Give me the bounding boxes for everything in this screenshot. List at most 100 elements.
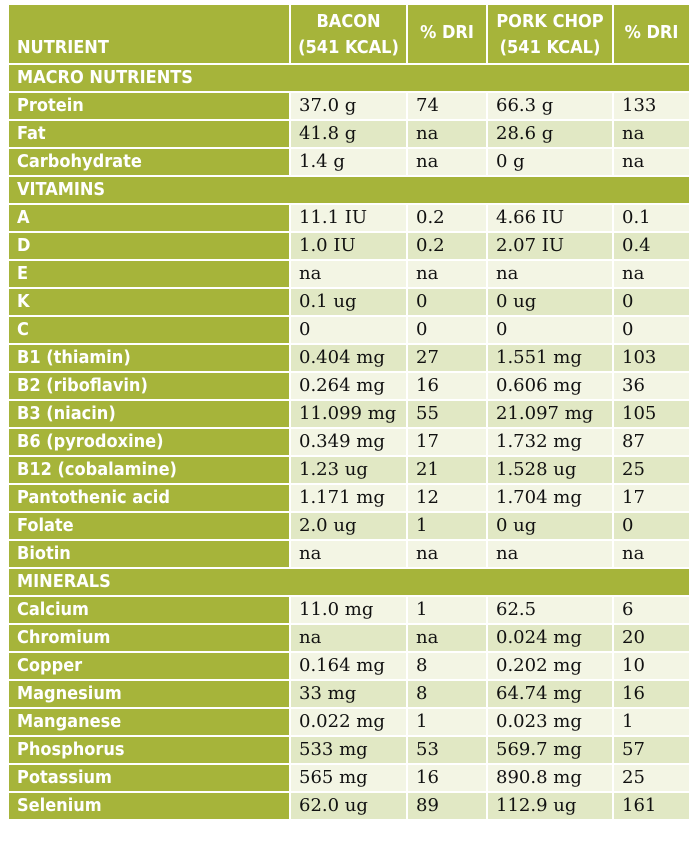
bacon-dri: na — [406, 259, 488, 289]
bacon-dri: 17 — [406, 427, 488, 457]
table-row: Carbohydrate 1.4 g na 0 g na — [7, 147, 691, 177]
bacon-amount: 0.1 ug — [289, 287, 408, 317]
bacon-amount: 11.0 mg — [289, 595, 408, 625]
nutrient-name: Copper — [7, 651, 291, 681]
bacon-dri: 1 — [406, 707, 488, 737]
pork-dri: 17 — [612, 483, 691, 513]
section-title: VITAMINS — [7, 175, 691, 205]
section-title: MACRO NUTRIENTS — [7, 63, 691, 93]
table-row: A 11.1 IU 0.2 4.66 IU 0.1 — [7, 203, 691, 233]
pork-dri: 57 — [612, 735, 691, 765]
bacon-dri: na — [406, 623, 488, 653]
header-dri-bacon: % DRI — [406, 3, 488, 65]
table-row: Manganese 0.022 mg 1 0.023 mg 1 — [7, 707, 691, 737]
pork-amount: 890.8 mg — [486, 763, 614, 793]
table-row: B6 (pyrodoxine) 0.349 mg 17 1.732 mg 87 — [7, 427, 691, 457]
bacon-amount: na — [289, 623, 408, 653]
nutrient-name: B12 (cobalamine) — [7, 455, 291, 485]
pork-amount: 1.704 mg — [486, 483, 614, 513]
header-bacon-kcal: (541 KCAL) — [298, 37, 399, 58]
bacon-dri: na — [406, 539, 488, 569]
pork-dri: na — [612, 119, 691, 149]
pork-amount: 21.097 mg — [486, 399, 614, 429]
pork-dri: na — [612, 259, 691, 289]
pork-dri: 16 — [612, 679, 691, 709]
nutrient-name: D — [7, 231, 291, 261]
nutrient-name: E — [7, 259, 291, 289]
nutrient-name: Fat — [7, 119, 291, 149]
pork-dri: 105 — [612, 399, 691, 429]
section-header-row: MINERALS — [7, 567, 691, 597]
table-row: Chromium na na 0.024 mg 20 — [7, 623, 691, 653]
table-row: Folate 2.0 ug 1 0 ug 0 — [7, 511, 691, 541]
pork-amount: 0.606 mg — [486, 371, 614, 401]
bacon-amount: 41.8 g — [289, 119, 408, 149]
pork-amount: 0 — [486, 315, 614, 345]
section-title: MINERALS — [7, 567, 691, 597]
bacon-dri: 8 — [406, 651, 488, 681]
bacon-dri: 12 — [406, 483, 488, 513]
table-body: MACRO NUTRIENTS Protein 37.0 g 74 66.3 g 133 F… — [7, 63, 691, 821]
pork-dri: 1 — [612, 707, 691, 737]
header-bacon-name: BACON — [316, 11, 381, 32]
pork-amount: na — [486, 259, 614, 289]
pork-amount: 64.74 mg — [486, 679, 614, 709]
bacon-amount: 565 mg — [289, 763, 408, 793]
table-row: Phosphorus 533 mg 53 569.7 mg 57 — [7, 735, 691, 765]
bacon-dri: 0.2 — [406, 231, 488, 261]
pork-dri: 36 — [612, 371, 691, 401]
bacon-amount: 1.4 g — [289, 147, 408, 177]
table-row: B1 (thiamin) 0.404 mg 27 1.551 mg 103 — [7, 343, 691, 373]
pork-amount: 112.9 ug — [486, 791, 614, 821]
bacon-dri: 53 — [406, 735, 488, 765]
table-row: B12 (cobalamine) 1.23 ug 21 1.528 ug 25 — [7, 455, 691, 485]
bacon-amount: 2.0 ug — [289, 511, 408, 541]
header-dri-pork: % DRI — [612, 3, 691, 65]
bacon-dri: 27 — [406, 343, 488, 373]
pork-dri: 0 — [612, 315, 691, 345]
nutrient-name: A — [7, 203, 291, 233]
nutrient-name: Selenium — [7, 791, 291, 821]
pork-amount: 28.6 g — [486, 119, 614, 149]
nutrient-name: B1 (thiamin) — [7, 343, 291, 373]
bacon-amount: 1.0 IU — [289, 231, 408, 261]
nutrient-name: K — [7, 287, 291, 317]
nutrient-name: Biotin — [7, 539, 291, 569]
bacon-amount: 0.404 mg — [289, 343, 408, 373]
bacon-amount: na — [289, 539, 408, 569]
pork-amount: 569.7 mg — [486, 735, 614, 765]
pork-amount: 4.66 IU — [486, 203, 614, 233]
bacon-dri: 0 — [406, 315, 488, 345]
pork-dri: 87 — [612, 427, 691, 457]
nutrient-name: Potassium — [7, 763, 291, 793]
bacon-dri: 0.2 — [406, 203, 488, 233]
nutrient-name: B6 (pyrodoxine) — [7, 427, 291, 457]
header-row: NUTRIENT BACON (541 KCAL) % DRI PORK CHO… — [7, 3, 691, 65]
header-pork-chop: PORK CHOP (541 KCAL) — [486, 3, 614, 65]
nutrition-table-wrapper: NUTRIENT BACON (541 KCAL) % DRI PORK CHO… — [7, 3, 691, 821]
pork-amount: 0 ug — [486, 511, 614, 541]
pork-amount: 0.024 mg — [486, 623, 614, 653]
bacon-dri: na — [406, 147, 488, 177]
bacon-dri: 0 — [406, 287, 488, 317]
table-row: D 1.0 IU 0.2 2.07 IU 0.4 — [7, 231, 691, 261]
header-pork-name: PORK CHOP — [496, 11, 604, 32]
table-row: Protein 37.0 g 74 66.3 g 133 — [7, 91, 691, 121]
pork-dri: 10 — [612, 651, 691, 681]
nutrient-name: Manganese — [7, 707, 291, 737]
bacon-amount: 37.0 g — [289, 91, 408, 121]
nutrient-name: Pantothenic acid — [7, 483, 291, 513]
bacon-amount: 0.022 mg — [289, 707, 408, 737]
pork-dri: 25 — [612, 455, 691, 485]
nutrient-name: Calcium — [7, 595, 291, 625]
table-row: K 0.1 ug 0 0 ug 0 — [7, 287, 691, 317]
pork-amount: 0 ug — [486, 287, 614, 317]
bacon-dri: 1 — [406, 511, 488, 541]
bacon-amount: 533 mg — [289, 735, 408, 765]
bacon-dri: na — [406, 119, 488, 149]
nutrient-name: B3 (niacin) — [7, 399, 291, 429]
pork-amount: na — [486, 539, 614, 569]
bacon-amount: 0 — [289, 315, 408, 345]
bacon-amount: 33 mg — [289, 679, 408, 709]
